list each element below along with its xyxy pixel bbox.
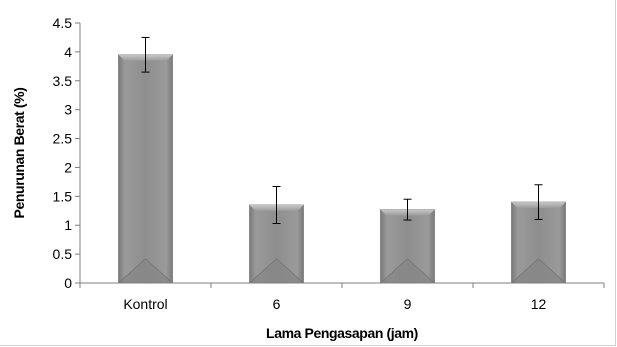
bar xyxy=(380,209,435,284)
bar-facet-line xyxy=(249,258,277,284)
x-axis-title: Lama Pengasapan (jam) xyxy=(266,325,418,341)
error-bar xyxy=(403,198,412,221)
bar-bevel-bottom xyxy=(380,258,435,283)
bar-facet-line xyxy=(511,258,539,284)
bar xyxy=(511,201,566,284)
bar-bevel-bottom xyxy=(118,258,173,283)
x-tick-label: 6 xyxy=(273,296,281,312)
bar-bevel-bottom xyxy=(511,258,566,283)
x-tick-label: 12 xyxy=(531,296,547,312)
bar-facet-line xyxy=(380,258,408,284)
error-bar xyxy=(272,186,281,224)
y-tick-label: 4.5 xyxy=(53,15,73,31)
y-tick-label: 1.5 xyxy=(53,188,73,204)
error-bar xyxy=(141,36,150,73)
bar-facet-line xyxy=(538,258,566,284)
bar-facet-line xyxy=(145,258,173,284)
bar-bevel-bottom xyxy=(249,258,304,283)
bar-facet-line xyxy=(407,258,435,284)
y-axis-title: Penurunan Berat (%) xyxy=(11,88,27,219)
x-tick-label: Kontrol xyxy=(123,296,167,312)
y-tick-label: 2 xyxy=(64,159,72,175)
y-tick-label: 3.5 xyxy=(53,73,73,89)
y-tick-label: 2.5 xyxy=(53,131,73,147)
y-tick-label: 3 xyxy=(64,102,72,118)
bar-facet-line xyxy=(276,258,304,284)
error-bar xyxy=(534,184,543,220)
y-tick-label: 0.5 xyxy=(53,246,73,262)
y-tick-label: 0 xyxy=(64,275,72,291)
y-tick-label: 4 xyxy=(64,44,72,60)
bar-body xyxy=(118,54,173,284)
bar-facet-line xyxy=(118,258,146,284)
y-tick-label: 1 xyxy=(64,217,72,233)
x-tick-label: 9 xyxy=(404,296,412,312)
bar xyxy=(118,54,173,284)
plot-area: 0 0.5 1 1.5 2 2.5 3 3.5 4 4.5 Kontrol 6 9 12 xyxy=(53,15,605,312)
